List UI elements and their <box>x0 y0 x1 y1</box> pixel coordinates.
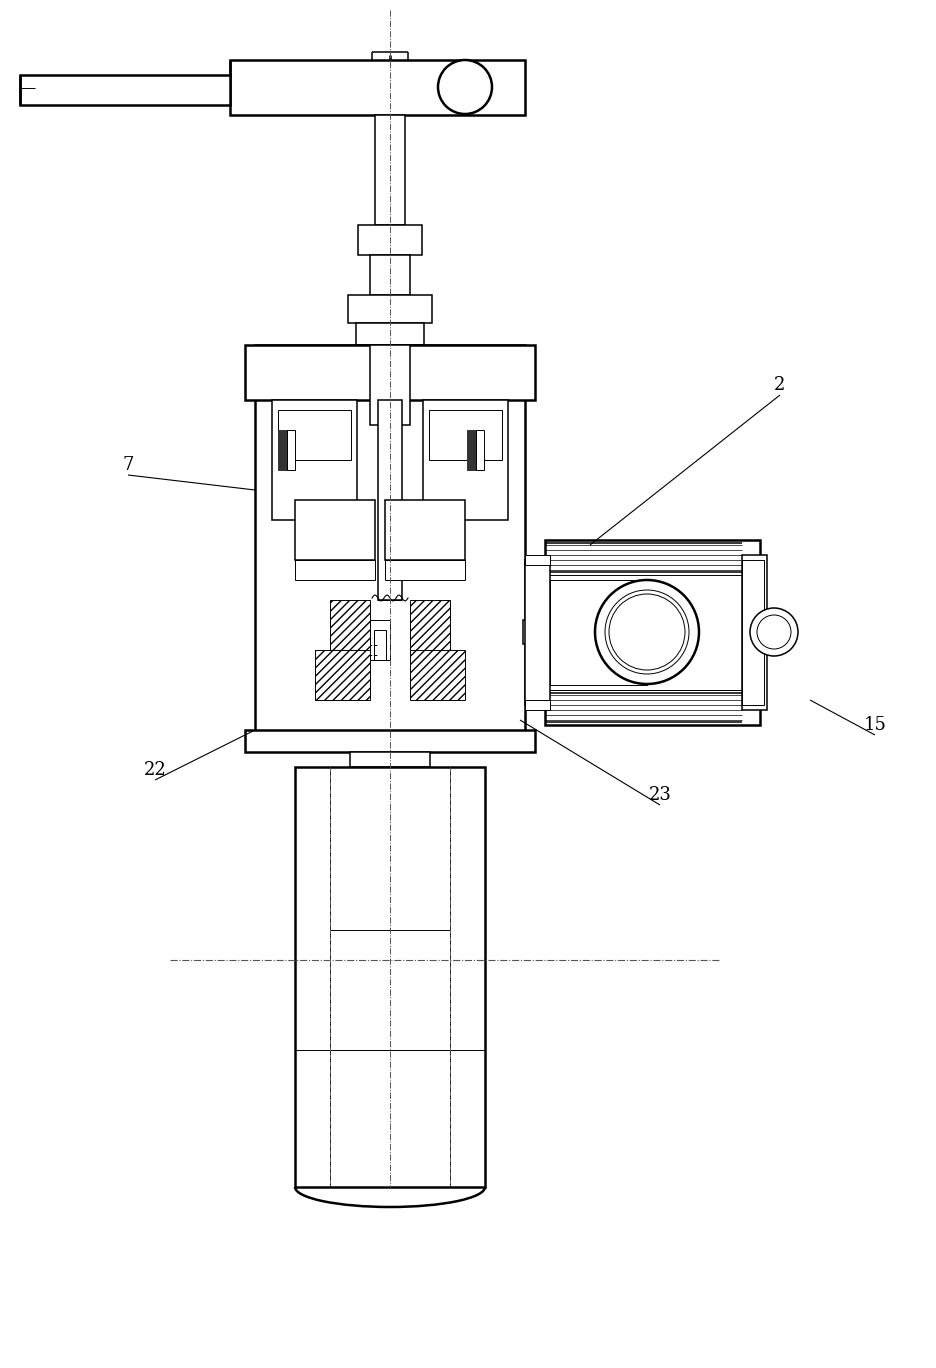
Circle shape <box>594 580 698 684</box>
Bar <box>545 540 759 725</box>
Bar <box>350 752 430 767</box>
Bar <box>377 399 402 601</box>
Bar <box>385 560 464 580</box>
Bar <box>539 611 548 653</box>
Bar <box>370 254 410 295</box>
Bar <box>524 560 549 705</box>
Bar <box>278 430 293 471</box>
Bar <box>295 767 485 1187</box>
Bar <box>271 399 357 520</box>
Bar <box>741 560 763 705</box>
Bar <box>410 601 449 650</box>
Circle shape <box>605 590 688 674</box>
Bar <box>358 224 421 254</box>
Circle shape <box>437 60 491 114</box>
Bar <box>329 601 370 650</box>
Bar <box>373 631 386 659</box>
Bar <box>374 115 404 224</box>
Text: 15: 15 <box>863 715 885 735</box>
Bar <box>524 555 549 565</box>
Bar <box>741 555 767 710</box>
Bar <box>545 575 741 689</box>
Bar <box>278 410 351 460</box>
Circle shape <box>608 594 684 670</box>
Bar <box>329 930 449 1051</box>
Bar <box>370 345 410 425</box>
Bar <box>229 60 524 115</box>
Circle shape <box>756 616 790 648</box>
Bar <box>244 345 534 399</box>
Bar <box>244 731 534 752</box>
Text: 7: 7 <box>123 456 134 473</box>
Bar <box>524 700 549 710</box>
Bar <box>422 399 507 520</box>
Bar <box>314 650 370 700</box>
Bar <box>347 295 431 323</box>
Bar <box>522 620 545 644</box>
Bar <box>429 410 502 460</box>
Bar <box>385 499 464 560</box>
Text: 22: 22 <box>143 761 167 778</box>
Bar <box>255 345 524 735</box>
Bar <box>370 620 389 659</box>
Bar <box>286 430 295 471</box>
Text: 23: 23 <box>648 787 671 804</box>
Bar <box>466 430 481 471</box>
Text: 2: 2 <box>773 376 785 394</box>
Bar <box>475 430 484 471</box>
Bar <box>20 75 229 105</box>
Circle shape <box>749 607 797 657</box>
Bar <box>295 560 374 580</box>
Bar <box>549 580 647 685</box>
Bar <box>356 323 424 345</box>
Bar <box>295 499 374 560</box>
Bar <box>410 650 464 700</box>
